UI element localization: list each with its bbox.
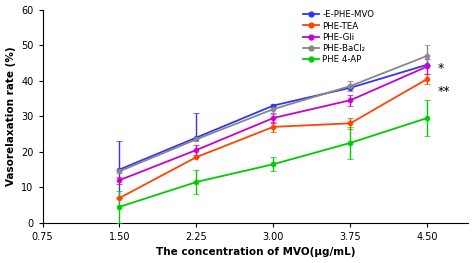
- Text: *: *: [438, 62, 444, 75]
- Text: **: **: [438, 85, 450, 98]
- Y-axis label: Vasorelaxation rate (%): Vasorelaxation rate (%): [6, 46, 16, 186]
- X-axis label: The concentration of MVO(μg/mL): The concentration of MVO(μg/mL): [156, 247, 355, 257]
- Legend: -E-PHE-MVO, PHE-TEA, PHE-Gli, PHE-BaCl₂, PHE 4-AP: -E-PHE-MVO, PHE-TEA, PHE-Gli, PHE-BaCl₂,…: [302, 9, 375, 65]
